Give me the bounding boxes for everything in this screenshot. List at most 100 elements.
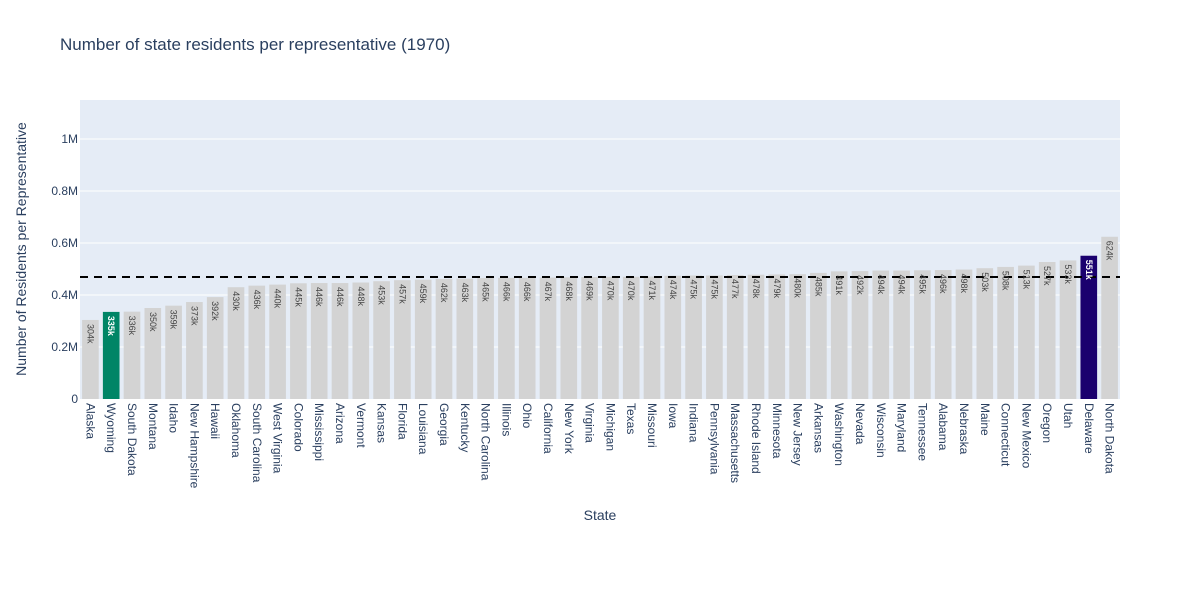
x-tick-label: Alabama — [936, 403, 950, 451]
bar — [1101, 236, 1118, 399]
bar — [602, 276, 619, 399]
bar — [976, 268, 994, 399]
x-tick-label: Michigan — [603, 403, 617, 451]
bar-value-label: 436k — [252, 290, 262, 310]
x-tick-label: Ohio — [520, 403, 534, 429]
bar — [373, 281, 390, 399]
bar-value-label: 469k — [585, 281, 595, 301]
x-tick-label: New York — [562, 403, 576, 455]
x-tick-label: Nevada — [853, 403, 867, 445]
y-tick-label: 0 — [71, 392, 78, 406]
bar-value-label: 471k — [647, 281, 657, 301]
x-tick-label: Virginia — [583, 403, 597, 443]
bar-value-label: 496k — [938, 274, 948, 294]
bar-value-label: 513k — [1021, 270, 1031, 290]
bar — [269, 284, 286, 399]
bar — [82, 319, 99, 399]
x-tick-label: North Dakota — [1103, 403, 1117, 474]
bar-value-label: 463k — [460, 283, 470, 303]
y-tick-label: 0.4M — [51, 288, 78, 302]
bar-value-label: 470k — [605, 281, 615, 301]
bar-value-label: 491k — [834, 275, 844, 295]
x-tick-label: Alaska — [83, 403, 97, 439]
bar — [1018, 265, 1035, 399]
bar-value-label: 359k — [169, 310, 179, 330]
bar-value-label: 551k — [1084, 260, 1094, 281]
x-axis-title: State — [584, 507, 617, 523]
bar-value-label: 430k — [231, 291, 241, 311]
x-tick-label: Wisconsin — [874, 403, 888, 458]
bar-value-label: 465k — [481, 282, 491, 302]
bar-value-label: 495k — [917, 274, 927, 294]
bar — [1038, 261, 1056, 399]
x-tick-label: Maryland — [895, 403, 909, 452]
bar-value-label: 335k — [106, 316, 116, 337]
bar — [706, 275, 723, 399]
bar — [144, 308, 162, 399]
bar-value-label: 448k — [356, 287, 366, 307]
chart-title: Number of state residents per representa… — [60, 35, 450, 54]
bar-value-label: 533k — [1063, 264, 1073, 284]
x-axis-ticks: Alaska Wyoming South Dakota Montana Idaho New… — [83, 403, 1116, 489]
bar — [789, 274, 806, 399]
bar — [893, 270, 910, 399]
x-tick-label: North Carolina — [479, 403, 493, 481]
x-tick-label: Oregon — [1040, 403, 1054, 443]
bar-value-label: 475k — [709, 280, 719, 300]
x-tick-label: Delaware — [1082, 403, 1096, 454]
y-axis-title: Number of Residents per Representative — [13, 122, 29, 376]
bar-value-labels: 304k 335k 336k 350k 359k 373k 392k 430k 436k 440k… — [85, 241, 1114, 344]
bar — [206, 297, 224, 399]
x-tick-label: Missouri — [645, 403, 659, 448]
x-tick-label: New Jersey — [791, 403, 805, 466]
bar-value-label: 459k — [418, 284, 428, 304]
bar-value-label: 624k — [1105, 241, 1115, 261]
x-tick-label: Connecticut — [999, 403, 1013, 467]
bar — [747, 274, 765, 399]
bar-value-label: 445k — [293, 287, 303, 307]
bar-value-label: 475k — [689, 280, 699, 300]
bar-value-label: 478k — [751, 279, 761, 299]
y-axis-ticks: 0 0.2M 0.4M 0.6M 0.8M 1M — [51, 132, 78, 406]
x-tick-label: Idaho — [167, 403, 181, 433]
x-tick-label: South Dakota — [125, 403, 139, 476]
x-tick-label: California — [541, 403, 555, 454]
bar-value-label: 453k — [377, 285, 387, 305]
bar — [830, 271, 848, 399]
x-tick-label: South Carolina — [250, 403, 264, 483]
bar-value-label: 474k — [668, 280, 678, 300]
bar — [997, 266, 1014, 399]
bar — [102, 311, 120, 399]
bar — [664, 275, 682, 399]
bars — [82, 236, 1118, 399]
bar — [123, 311, 141, 399]
x-tick-label: Colorado — [291, 403, 305, 452]
bar-value-label: 446k — [314, 287, 324, 307]
bar-value-label: 494k — [897, 275, 907, 295]
bar-value-label: 503k — [980, 272, 990, 292]
bar-value-label: 479k — [772, 278, 782, 298]
bar — [518, 277, 536, 399]
bar-value-label: 498k — [959, 274, 969, 294]
bar — [477, 278, 494, 399]
bar — [435, 278, 453, 399]
x-tick-label: Oklahoma — [229, 403, 243, 458]
bar — [955, 269, 973, 399]
bar-value-label: 480k — [793, 278, 803, 298]
bar-value-label: 440k — [273, 289, 283, 309]
bar — [498, 277, 515, 399]
y-tick-label: 1M — [61, 132, 78, 146]
x-tick-label: Tennessee — [915, 403, 929, 461]
bar — [539, 277, 557, 399]
x-tick-label: Minnesota — [770, 403, 784, 459]
x-tick-label: Iowa — [666, 403, 680, 429]
bar — [726, 274, 744, 399]
x-tick-label: Montana — [146, 403, 160, 450]
bar — [851, 271, 869, 399]
x-tick-label: Wyoming — [104, 403, 118, 453]
x-tick-label: Arizona — [333, 403, 347, 444]
x-tick-label: Kansas — [375, 403, 389, 443]
bar — [248, 285, 266, 399]
y-tick-label: 0.8M — [51, 184, 78, 198]
x-tick-label: Utah — [1061, 403, 1075, 428]
